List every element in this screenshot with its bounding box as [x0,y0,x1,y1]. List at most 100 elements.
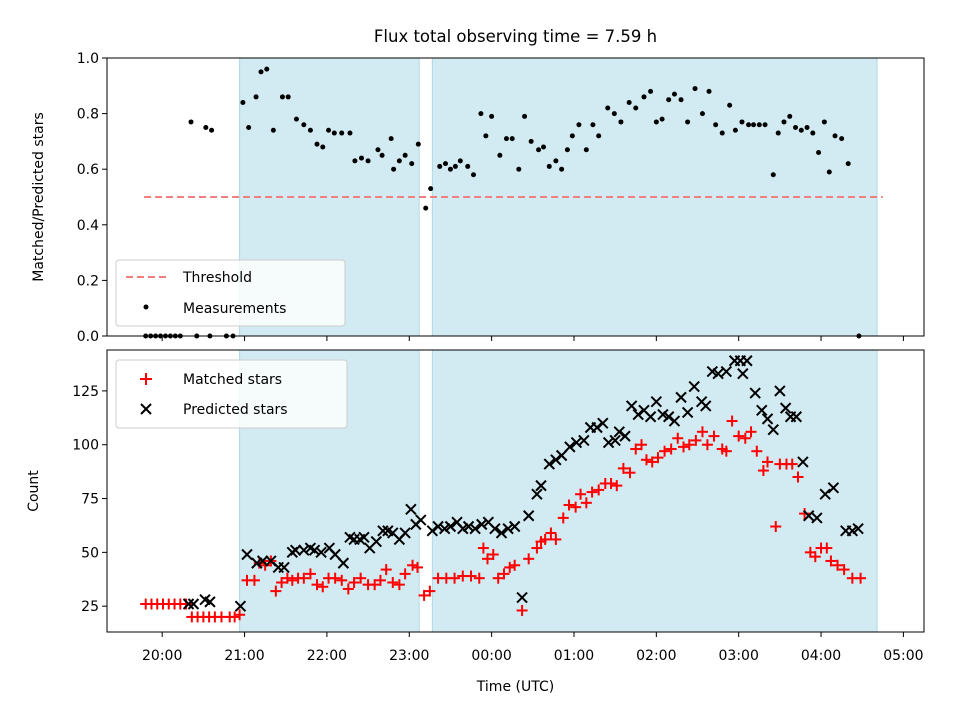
x-tick-label: 05:00 [883,648,923,664]
measurement-point [402,152,408,158]
x-tick-label: 04:00 [801,648,841,664]
measurement-point [611,111,617,117]
matched-star-point [821,542,833,554]
bottom-x-ticks: 20:00 21:00 22:00 23:00 00:00 01:00 02:00 03:00… [142,632,924,664]
measurement-point [478,111,484,117]
measurement-point [320,144,326,150]
bottom-shaded-intervals [239,349,878,633]
matched-star-point [481,553,493,565]
measurement-point [666,97,672,103]
measurement-point [762,122,768,128]
matched-star-point [701,439,713,451]
predicted-star-point [700,400,712,412]
measurement-point [415,141,421,147]
predicted-star-point [370,535,383,548]
measurement-point [264,66,270,72]
measurement-point [564,147,570,153]
predicted-star-point [522,510,535,522]
predicted-star-point [802,510,815,522]
measurement-point [522,113,528,119]
measurement-point [590,122,596,128]
measurement-point [605,105,611,111]
x-axis-label: Time (UTC) [476,679,554,695]
top-y-tick-label: 0.4 [77,218,99,234]
matched-star-point [630,443,642,455]
matched-star-point [393,579,405,591]
matched-star-point [563,499,575,511]
predicted-star-point [531,488,543,500]
top-legend: Threshold Measurements [115,259,346,327]
top-y-axis-label: Matched/Predicted stars [31,112,47,282]
measurement-point [314,141,320,147]
matched-star-point [751,445,763,457]
matched-star-point [399,568,411,580]
measurement-point [541,144,547,150]
measurement-point [793,125,799,130]
bottom-y-tick-label: 125 [72,384,99,400]
matched-star-point [311,579,323,591]
predicted-star-point [681,406,694,419]
measurement-point [452,163,458,169]
measurement-point [528,138,534,144]
predicted-star-point [761,413,774,425]
measurement-point [798,127,804,133]
matched-star-point [329,572,341,584]
predicted-star-point [737,367,749,380]
predicted-star-point [516,591,528,604]
top-legend-box [115,259,346,327]
measurement-point [388,136,394,142]
measurement-point [240,99,246,105]
measurement-point [826,169,832,175]
measurement-point [633,105,639,111]
predicted-star-point [502,522,514,535]
matched-star-point [477,542,489,554]
matched-star-point [683,439,695,451]
predicted-star-point [405,503,417,516]
predicted-star-point [597,417,609,429]
measurement-point [804,125,810,130]
measurement-point [839,136,845,142]
matched-star-point [855,572,867,584]
matched-star-point [317,581,329,593]
measurement-point [352,158,358,164]
top-y-ticks: 0.0 0.2 0.4 0.6 0.8 1.0 [77,51,107,345]
measurement-point [553,158,559,164]
matched-star-point [270,585,282,597]
bottom-y-axis-label: Count [26,470,42,512]
matched-star-point [605,477,617,489]
predicted-star-point [741,355,753,367]
measurement-point [470,172,476,178]
matched-star-point [570,501,582,513]
measurement-point [375,147,381,153]
x-tick-label: 22:00 [307,648,347,664]
measurement-point [810,130,816,136]
predicted-star-point [241,548,253,561]
matched-star-point [745,426,757,438]
predicted-star-point [625,400,638,412]
predicted-star-point [469,522,481,535]
matched-star-point [832,559,844,571]
matched-star-point [387,576,399,588]
matched-star-point [509,559,521,571]
measurement-point [347,130,353,136]
predicted-star-point [358,531,370,543]
measurement-point [781,119,787,125]
measurement-point [618,119,624,125]
matched-star-point [276,576,288,588]
predicted-star-point [650,395,663,408]
matched-star-point [786,458,798,470]
predicted-star-point [790,411,803,423]
measurement-point [285,94,291,100]
chart-title: Flux total observing time = 7.59 h [374,27,657,46]
measurement-point [409,161,415,167]
x-tick-label: 20:00 [142,648,182,664]
predicted-star-point [298,544,310,556]
legend-measurements-swatch [143,304,149,310]
matched-star-point [611,480,623,492]
measurement-point [678,97,684,103]
measurement-point [279,94,285,100]
top-x-ticks [161,336,904,341]
matched-star-point [336,574,348,586]
measurement-point [576,122,582,128]
predicted-star-point [278,561,290,574]
